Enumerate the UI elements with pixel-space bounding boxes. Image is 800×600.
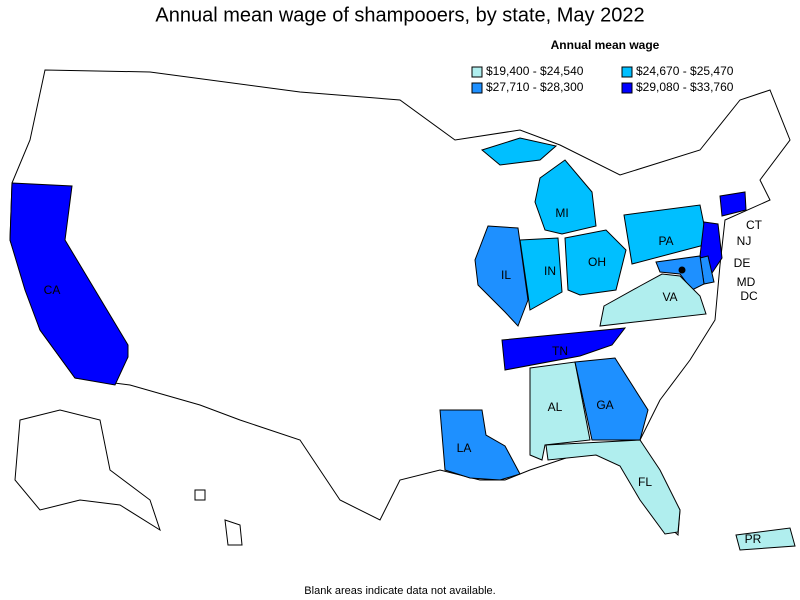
state [534,159,597,235]
state [564,229,627,296]
state [501,327,627,371]
legend: $19,400 - $24,540 $24,670 - $25,470 $27,71… [471,64,734,94]
alaska [14,409,161,532]
legend-swatch [621,82,633,94]
state-label: TN [552,344,568,358]
state [678,266,686,274]
state-label: AL [548,400,563,414]
state-label: DC [740,289,758,303]
state [719,191,747,217]
state-label: OH [588,255,606,269]
state-label: IL [501,268,511,282]
state-label: FL [638,475,652,489]
state-label: VA [662,290,677,304]
state-label: PR [745,532,762,546]
map-title: Annual mean wage of shampooers, by state… [155,4,644,26]
state-label: CA [44,283,61,297]
state-label: PA [658,234,673,248]
legend-title: Annual mean wage [551,38,660,52]
state-label: MD [737,275,756,289]
legend-label: $19,400 - $24,540 [486,64,584,78]
footnote: Blank areas indicate data not available. [304,585,495,597]
state [519,237,563,311]
legend-swatch [471,66,483,78]
state [480,137,558,166]
state-label: NJ [737,234,752,248]
legend-swatch [621,66,633,78]
state-label: CT [746,218,763,232]
state-label: IN [544,264,556,278]
state [545,439,681,535]
state [599,273,707,327]
state-label: DE [734,256,751,270]
state [439,409,521,481]
legend-label: $27,710 - $28,300 [486,80,584,94]
legend-swatch [471,82,483,94]
hawaii [194,489,243,546]
state [574,357,649,441]
legend-label: $29,080 - $33,760 [636,80,734,94]
state-label: GA [596,398,613,412]
state-label: MI [555,206,568,220]
legend-label: $24,670 - $25,470 [636,64,734,78]
state [735,527,796,551]
state [9,182,129,386]
state-label: LA [457,441,472,455]
